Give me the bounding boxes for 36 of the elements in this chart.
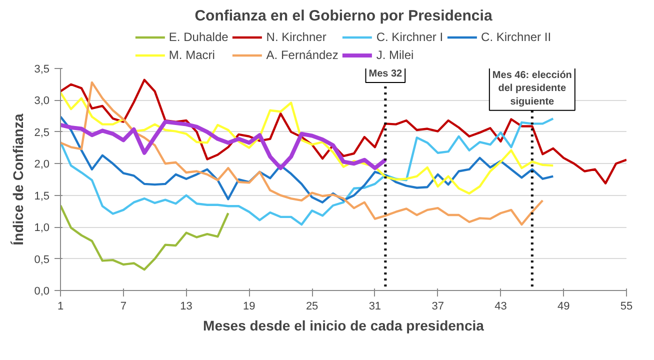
legend-label: A. Fernández xyxy=(266,48,338,62)
y-tick-label: 2,0 xyxy=(34,158,50,171)
x-tick-label: 1 xyxy=(57,300,64,312)
chart-title: Confianza en el Gobierno por Presidencia xyxy=(194,8,493,24)
y-tick-label: 1,5 xyxy=(34,190,50,202)
ref-line-label: Mes 32 xyxy=(368,68,403,80)
x-tick-label: 19 xyxy=(243,300,256,312)
legend-label: C. Kirchner II xyxy=(481,30,552,44)
y-axis-title: Índice de Confianza xyxy=(10,114,26,246)
x-tick-label: 43 xyxy=(494,300,507,312)
x-tick-label: 7 xyxy=(120,300,126,312)
line-series xyxy=(60,116,554,204)
y-tick-label: 2,5 xyxy=(34,126,50,139)
x-tick-label: 37 xyxy=(432,300,444,312)
y-tick-label: 0,5 xyxy=(34,254,50,266)
legend-label: J. Milei xyxy=(376,48,414,62)
x-axis-title: Meses desde el inicio de cada presidencia xyxy=(203,318,484,334)
x-tick-label: 13 xyxy=(180,300,192,312)
y-tick-label: 3,0 xyxy=(34,95,50,108)
line-series xyxy=(60,204,230,271)
x-tick-label: 25 xyxy=(306,300,318,312)
x-tick-label: 55 xyxy=(620,300,633,312)
ref-line-label: Mes 46: elección del presidente siguiente xyxy=(492,70,572,108)
legend-label: M. Macri xyxy=(168,48,215,62)
y-tick-label: 1,0 xyxy=(34,222,50,234)
legend-label: N. Kirchner xyxy=(266,30,326,44)
y-tick-label: 3,5 xyxy=(34,64,50,76)
y-tick-label: 0,0 xyxy=(34,286,50,298)
legend-label: E. Duhalde xyxy=(168,30,228,44)
x-tick-label: 49 xyxy=(557,300,570,312)
line-series xyxy=(60,118,554,226)
x-tick-label: 31 xyxy=(368,300,382,312)
line-series xyxy=(60,92,554,195)
legend-label: C. Kirchner I xyxy=(376,30,444,44)
line-series xyxy=(60,78,626,184)
line-series xyxy=(60,120,388,170)
